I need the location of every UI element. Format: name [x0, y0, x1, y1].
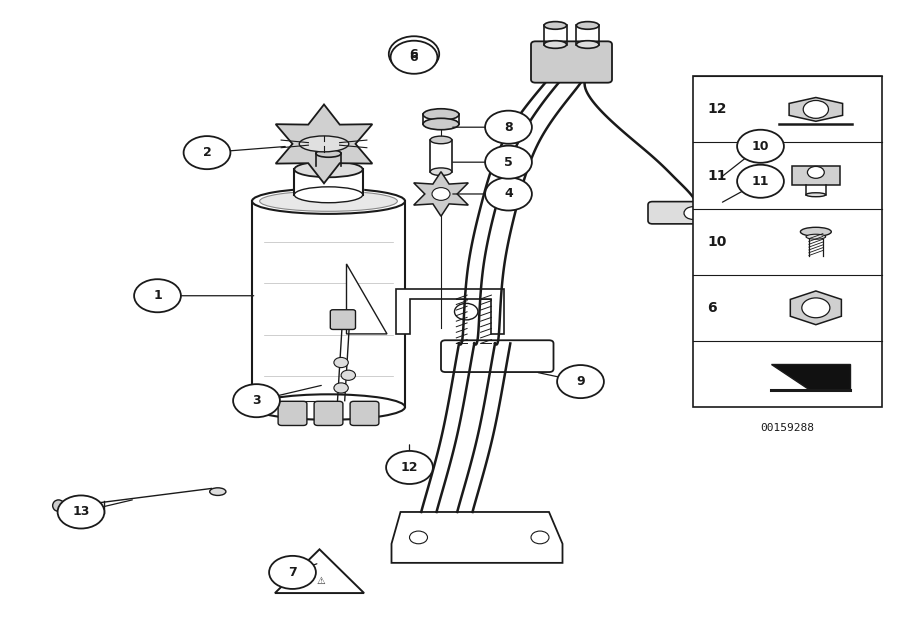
- Circle shape: [269, 556, 316, 589]
- Text: ⚠: ⚠: [317, 576, 326, 586]
- Circle shape: [737, 130, 784, 163]
- Text: 8: 8: [504, 121, 513, 134]
- Ellipse shape: [577, 22, 599, 29]
- Ellipse shape: [430, 168, 452, 176]
- Text: 6: 6: [410, 48, 418, 60]
- Circle shape: [807, 167, 824, 178]
- Ellipse shape: [423, 118, 459, 130]
- Circle shape: [233, 384, 280, 417]
- Text: 10: 10: [752, 140, 770, 153]
- Circle shape: [803, 100, 829, 118]
- Ellipse shape: [294, 162, 363, 177]
- Ellipse shape: [252, 188, 405, 214]
- FancyBboxPatch shape: [441, 340, 554, 372]
- Circle shape: [334, 383, 348, 393]
- Polygon shape: [252, 201, 405, 407]
- Text: 10: 10: [707, 235, 727, 249]
- Polygon shape: [771, 364, 850, 390]
- Text: 11: 11: [707, 169, 727, 183]
- Circle shape: [391, 41, 437, 74]
- Polygon shape: [790, 291, 842, 325]
- Polygon shape: [792, 166, 840, 185]
- Text: 3: 3: [252, 394, 261, 407]
- Circle shape: [531, 531, 549, 544]
- Circle shape: [58, 495, 104, 529]
- Ellipse shape: [544, 41, 567, 48]
- Ellipse shape: [430, 136, 452, 144]
- Text: 2: 2: [202, 146, 211, 159]
- Text: 12: 12: [707, 102, 727, 116]
- Circle shape: [134, 279, 181, 312]
- Text: 12: 12: [400, 461, 418, 474]
- Circle shape: [485, 146, 532, 179]
- Polygon shape: [275, 104, 373, 183]
- FancyBboxPatch shape: [531, 41, 612, 83]
- Ellipse shape: [68, 501, 94, 510]
- Polygon shape: [396, 289, 504, 334]
- Ellipse shape: [423, 109, 459, 120]
- Circle shape: [184, 136, 230, 169]
- Text: 00159288: 00159288: [760, 423, 814, 433]
- FancyBboxPatch shape: [278, 401, 307, 425]
- Circle shape: [737, 165, 784, 198]
- Text: 6: 6: [410, 51, 418, 64]
- Circle shape: [485, 177, 532, 211]
- Ellipse shape: [52, 500, 65, 511]
- Circle shape: [802, 298, 830, 318]
- Polygon shape: [346, 264, 387, 334]
- Text: 9: 9: [576, 375, 585, 388]
- Polygon shape: [392, 512, 562, 563]
- Circle shape: [410, 531, 427, 544]
- Text: 7: 7: [288, 566, 297, 579]
- Ellipse shape: [544, 22, 567, 29]
- Ellipse shape: [252, 394, 405, 420]
- FancyBboxPatch shape: [330, 310, 356, 329]
- Polygon shape: [275, 550, 364, 593]
- Circle shape: [386, 451, 433, 484]
- Circle shape: [341, 370, 356, 380]
- Ellipse shape: [806, 234, 825, 239]
- Circle shape: [684, 207, 702, 219]
- Circle shape: [485, 111, 532, 144]
- Text: 5: 5: [504, 156, 513, 169]
- Circle shape: [334, 357, 348, 368]
- Circle shape: [389, 36, 439, 72]
- Text: 1: 1: [153, 289, 162, 302]
- Circle shape: [454, 303, 478, 320]
- Ellipse shape: [259, 191, 398, 211]
- Polygon shape: [789, 97, 842, 121]
- Ellipse shape: [806, 193, 825, 197]
- Ellipse shape: [210, 488, 226, 495]
- Ellipse shape: [316, 149, 341, 157]
- Circle shape: [432, 188, 450, 200]
- Polygon shape: [414, 172, 468, 216]
- Ellipse shape: [800, 227, 832, 236]
- Ellipse shape: [577, 41, 599, 48]
- FancyBboxPatch shape: [350, 401, 379, 425]
- Circle shape: [557, 365, 604, 398]
- Ellipse shape: [294, 187, 363, 203]
- FancyBboxPatch shape: [314, 401, 343, 425]
- Text: 4: 4: [504, 188, 513, 200]
- Polygon shape: [294, 169, 363, 195]
- Polygon shape: [693, 76, 882, 407]
- Text: 11: 11: [752, 175, 770, 188]
- Ellipse shape: [299, 136, 349, 152]
- Text: 6: 6: [707, 301, 717, 315]
- FancyBboxPatch shape: [648, 202, 738, 224]
- Text: 13: 13: [72, 506, 90, 518]
